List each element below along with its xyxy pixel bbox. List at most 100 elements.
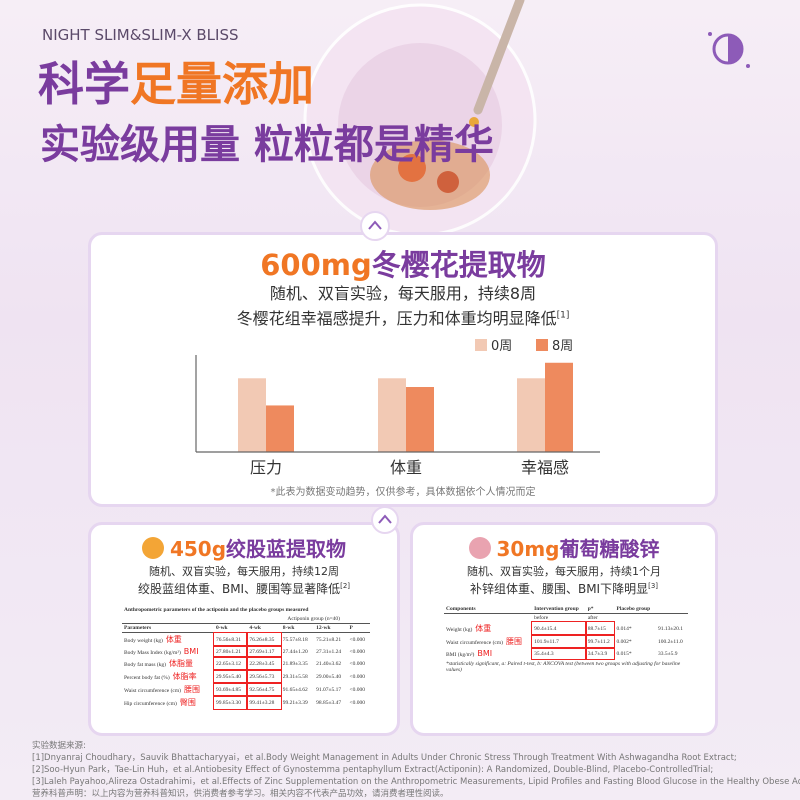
- annotation: 腰围: [183, 685, 200, 694]
- cell: Body weight (kg) 体重: [124, 635, 182, 644]
- result-line: 补锌组体重、腰围、BMI下降明显[3]: [410, 580, 718, 597]
- cell: 21.40±3.62: [316, 660, 342, 667]
- ingredient-name: 绞股蓝提取物: [226, 537, 347, 561]
- column-header: Components: [446, 606, 476, 612]
- cell: 29.56±5.73: [246, 669, 282, 684]
- result-text: 冬樱花组幸福感提升，压力和体重均明显降低: [236, 309, 557, 328]
- icon: [468, 537, 491, 559]
- cell: Percent body fat (%) 体脂率: [124, 672, 197, 681]
- cell: 75.21±8.21: [316, 636, 342, 643]
- table: Parameters 0-wk 4-wk 8-wk 12-wk P Body weight …: [122, 624, 370, 710]
- cell: 100.2±11.0: [657, 638, 683, 645]
- annotation: 腰围: [505, 637, 522, 646]
- ingredient-heading: 600mg冬樱花提取物: [88, 242, 718, 284]
- disclaimer: 营养科普声明：以上内容为营养科普知识，供消费者参考学习。相关内容不代表产品功效，…: [32, 789, 449, 799]
- cell: 33.5±5.9: [657, 650, 678, 657]
- study-table: Anthropometric parameters of the actipon…: [122, 605, 370, 730]
- cell: 29.95±5.40: [212, 669, 249, 684]
- cell: 76.26±8.35: [246, 631, 282, 647]
- cell: <0.000: [349, 660, 366, 667]
- footer-ref: [3]Laleh Payahoo,Alireza Ostadrahimi，et …: [32, 777, 800, 787]
- study-line: 随机、双盲实验，每天服用，持续8周: [269, 284, 537, 303]
- cell: 27.44±1.20: [282, 648, 308, 655]
- table-row: Waist circumference (cm) 腰围 101.9±11.7 99.7…: [444, 634, 688, 649]
- cell: <0.000: [349, 699, 366, 706]
- cell: 88.7±15: [584, 621, 616, 636]
- table-note: *statistically significant, a: Paired t-…: [446, 661, 681, 673]
- table-row: Body Mass Index (kg/m²) BMI 27.80±1.21 27.6…: [122, 645, 370, 658]
- cell: 29.00±5.40: [316, 673, 342, 680]
- icon: [141, 537, 164, 559]
- cell: 91.07±5.17: [316, 686, 342, 693]
- cell: 21.89±3.35: [282, 660, 308, 667]
- main-card: [88, 232, 718, 507]
- cell: 75.57±8.18: [282, 636, 308, 643]
- cell: 27.80±1.21: [212, 645, 249, 658]
- cell: <0.000: [349, 648, 366, 655]
- column-header: 0-wk: [215, 625, 228, 631]
- footer-ref: [2]Soo-Hyun Park，Tae-Lin Huh，et al.Antio…: [32, 765, 714, 775]
- bar: [266, 405, 294, 452]
- study-line: 随机、双盲实验，每天服用，持续1个月: [467, 565, 661, 578]
- annotation: BMI: [477, 649, 493, 658]
- cell: [444, 614, 532, 623]
- cell: Waist circumference (cm) 腰围: [446, 637, 522, 646]
- ingredient-name: 葡萄糖酸锌: [559, 537, 660, 561]
- subtitle: 实验级用量 粒粒都是精华: [40, 122, 494, 168]
- cell: 99.41±3.28: [246, 695, 282, 710]
- subcolumn-header: before: [534, 615, 549, 621]
- cell: 90.4±15.4: [531, 621, 587, 636]
- brand: NIGHT SLIM&SLIM-X BLISS: [42, 26, 239, 44]
- footer: 实验数据来源: [1]Dnyanraj Choudhary，Sauvik Bha…: [32, 740, 800, 800]
- cell: 99.85±3.30: [212, 695, 249, 710]
- cell: <0.000: [349, 636, 366, 643]
- chart-note: *此表为数据变动趋势，仅供参考，具体数据依个人情况而定: [270, 487, 536, 498]
- table-row: BMI (kg/m²) BMI 35.4±4.3 34.7±3.9 0.015* 33.5…: [444, 647, 688, 660]
- title-part: 科学: [38, 57, 130, 111]
- annotation: 臀围: [179, 698, 196, 707]
- table-caption: Anthropometric parameters of the actipon…: [124, 607, 309, 613]
- footer-ref: [1]Dnyanraj Choudhary，Sauvik Bhattachary…: [32, 753, 737, 763]
- footer-heading: 实验数据来源:: [32, 741, 86, 751]
- table-group: Actiponin group (n=40): [122, 615, 370, 624]
- legend-label: 8周: [552, 339, 573, 354]
- annotation: BMI: [183, 647, 199, 656]
- result-line: 冬樱花组幸福感提升，压力和体重均明显降低[1]: [88, 305, 718, 329]
- bar: [406, 387, 434, 452]
- cell: Body Mass Index (kg/m²) BMI: [124, 647, 199, 656]
- cell: 91.13±20.1: [657, 625, 683, 632]
- legend-label: 0周: [491, 339, 512, 354]
- dose: 30mg: [496, 537, 560, 561]
- cell: Body fat mass (kg) 体脂量: [124, 659, 194, 668]
- bar: [238, 378, 266, 452]
- cell: 99.21±3.39: [282, 699, 308, 706]
- column-header: Parameters: [124, 625, 152, 631]
- annotation: 体脂率: [172, 672, 197, 681]
- table-subheader: before after: [444, 614, 688, 623]
- cell: 22.65±3.12: [212, 656, 249, 671]
- result-line: 绞股蓝组体重、BMI、腰围等显著降低[2]: [88, 580, 400, 597]
- column-header: P: [349, 625, 353, 631]
- annotation: 体重: [165, 635, 182, 644]
- x-tick-label: 体重: [390, 458, 422, 477]
- ingredient-heading: 30mg葡萄糖酸锌: [410, 533, 718, 562]
- subcolumn-header: after: [587, 615, 598, 621]
- table-header: Components Intervention group p* Placebo gr…: [444, 605, 688, 614]
- x-tick-label: 压力: [250, 458, 282, 477]
- cell: 101.9±11.7: [531, 634, 587, 649]
- column-header: Placebo group: [616, 606, 651, 612]
- column-header: 12-wk: [316, 625, 331, 631]
- column-header: 8-wk: [282, 625, 295, 631]
- table-header: Parameters 0-wk 4-wk 8-wk 12-wk P: [122, 624, 370, 633]
- cell: Hip circumference (cm) 臀围: [124, 698, 196, 707]
- cell: 0.014*: [616, 625, 632, 632]
- legend-swatch: [536, 339, 548, 351]
- bar: [545, 362, 573, 452]
- title: 科学足量添加: [38, 54, 314, 114]
- cell: 27.31±1.24: [316, 648, 342, 655]
- cell: 0.015*: [616, 650, 632, 657]
